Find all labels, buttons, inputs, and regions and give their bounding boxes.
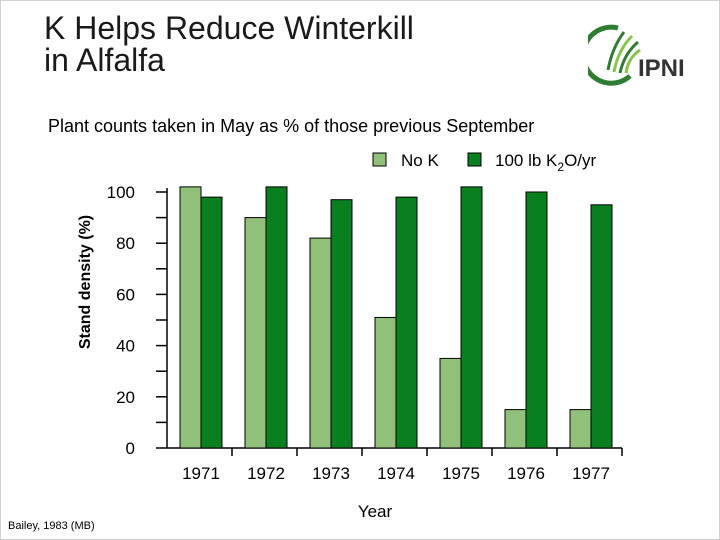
legend-with-k-prefix: 100 lb K (495, 151, 558, 170)
bar-no-k (504, 409, 527, 449)
y-tick-label: 80 (116, 234, 135, 253)
citation: Bailey, 1983 (MB) (8, 520, 95, 532)
bar-no-k (309, 237, 332, 449)
legend-label-with-k: 100 lb K2O/yr (495, 151, 597, 174)
bar-no-k (569, 409, 592, 449)
x-tick-label: 1971 (182, 464, 220, 483)
legend-label-no-k: No K (401, 151, 439, 170)
bar-no-k (179, 186, 202, 449)
bar-with-k (590, 204, 613, 449)
bar-no-k (244, 217, 267, 449)
bar-with-k (265, 186, 288, 449)
y-axis-label: Stand density (%) (77, 215, 94, 349)
x-tick-label: 1977 (572, 464, 610, 483)
x-tick-label: 1972 (247, 464, 285, 483)
bar-with-k (525, 191, 548, 449)
x-axis-label: Year (358, 502, 393, 521)
y-tick-label: 60 (116, 285, 135, 304)
x-tick-label: 1976 (507, 464, 545, 483)
slide-title: K Helps Reduce Winterkill in Alfalfa (44, 12, 414, 76)
bar-with-k (460, 186, 483, 449)
legend-swatch-with-k (467, 152, 482, 167)
x-tick-label: 1975 (442, 464, 480, 483)
legend-with-k-suffix: O/yr (564, 151, 596, 170)
y-tick-label: 20 (116, 388, 135, 407)
bar-no-k (439, 357, 462, 449)
x-tick-label: 1973 (312, 464, 350, 483)
bar-with-k (200, 196, 223, 449)
logo-text: IPNI (638, 55, 685, 82)
y-tick-label: 40 (116, 337, 135, 356)
x-tick-label: 1974 (377, 464, 415, 483)
legend-swatch-no-k (372, 152, 387, 167)
bar-no-k (374, 316, 397, 449)
title-line-1: K Helps Reduce Winterkill (44, 10, 414, 46)
ipni-logo-mark: IPNI (580, 24, 685, 86)
ipni-logo: IPNI (580, 18, 708, 88)
title-line-2: in Alfalfa (44, 42, 165, 78)
bar-with-k (395, 196, 418, 449)
y-tick-label: 0 (126, 439, 135, 458)
chart-legend: No K 100 lb K2O/yr (372, 151, 597, 174)
y-tick-label: 100 (107, 183, 135, 202)
plot-area: 0 20 40 60 80 100 1971 1972 1973 1974 1975 1976 1977 (107, 183, 623, 483)
chart-subtitle: Plant counts taken in May as % of those … (48, 116, 535, 136)
legend-with-k-sub: 2 (557, 160, 564, 174)
bar-with-k (330, 199, 353, 449)
